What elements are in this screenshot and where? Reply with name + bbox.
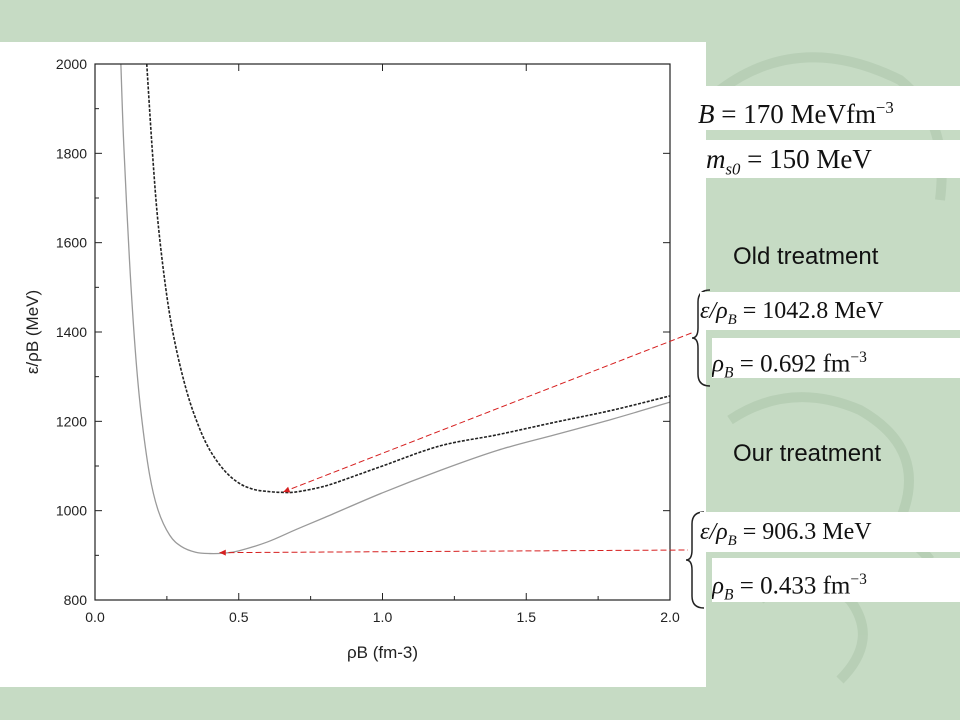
old-treatment-heading: Old treatment: [733, 243, 879, 270]
y-tick-label: 1600: [56, 235, 87, 251]
y-tick-label: 1400: [56, 324, 87, 340]
old-minimum-marker: [283, 486, 291, 493]
pointer-lines: [219, 331, 695, 556]
our-density-exponent: −3: [850, 571, 867, 588]
y-tick-label: 800: [64, 592, 88, 608]
y-tick-label: 1800: [56, 145, 87, 161]
x-tick-label: 1.5: [517, 609, 537, 625]
x-tick-label: 0.5: [229, 609, 249, 625]
parameter-b-box: B = 170 MeVfm−3: [696, 86, 960, 130]
old-energy-subscript: B: [727, 311, 737, 328]
our-energy-subscript: B: [727, 532, 737, 549]
our-brace-icon: [685, 511, 705, 609]
our-density-symbol: ρ: [712, 572, 724, 600]
chart-panel: [0, 42, 706, 687]
x-tick-labels: 0.0 0.5 1.0 1.5 2.0: [85, 609, 680, 625]
ms-value: = 150 MeV: [747, 144, 872, 174]
our-energy-symbol: ε/ρ: [700, 519, 728, 545]
series-our-curve: [120, 64, 670, 555]
x-tick-label: 2.0: [660, 609, 680, 625]
parameter-ms-box: ms0 = 150 MeV: [706, 140, 960, 178]
ms-subscript: s0: [725, 159, 741, 178]
b-exponent: −3: [875, 98, 894, 117]
y-axis-label: ε/ρB (MeV): [23, 290, 42, 374]
old-energy-symbol: ε/ρ: [700, 298, 728, 324]
old-density-subscript: B: [724, 364, 734, 378]
old-density-box: ρB = 0.692 fm−3: [712, 338, 960, 378]
y-tick-label: 2000: [56, 56, 87, 72]
old-density-exponent: −3: [850, 349, 867, 366]
b-symbol: B: [698, 99, 715, 129]
y-tick-labels: 800 1000 1200 1400 1600 1800 2000: [56, 56, 87, 608]
old-density-value: = 0.692 fm: [739, 350, 851, 378]
our-density-subscript: B: [724, 586, 734, 602]
x-tick-label: 1.0: [373, 609, 393, 625]
our-energy-value: = 906.3 MeV: [742, 519, 872, 545]
tick-marks: [94, 63, 671, 601]
y-tick-label: 1200: [56, 413, 87, 429]
our-treatment-heading: Our treatment: [733, 440, 882, 467]
series-old-curve: [145, 64, 670, 494]
our-density-value: = 0.433 fm: [739, 572, 851, 600]
old-energy-value: = 1042.8 MeV: [742, 298, 884, 324]
x-axis-label: ρB (fm-3): [347, 643, 418, 662]
old-density-symbol: ρ: [712, 350, 724, 378]
b-value: = 170 MeVfm: [721, 99, 876, 129]
our-minimum-marker: [219, 549, 226, 556]
old-minimum-pointer-line: [283, 331, 695, 493]
our-energy-box: ε/ρB = 906.3 MeV: [700, 512, 960, 552]
old-brace-icon: [691, 289, 711, 387]
our-minimum-pointer-line: [219, 549, 689, 554]
old-energy-box: ε/ρB = 1042.8 MeV: [700, 292, 960, 330]
plot-area: [120, 64, 670, 555]
x-tick-label: 0.0: [85, 609, 105, 625]
y-tick-label: 1000: [56, 503, 87, 519]
our-density-box: ρB = 0.433 fm−3: [712, 558, 960, 602]
ms-symbol: m: [706, 144, 726, 174]
